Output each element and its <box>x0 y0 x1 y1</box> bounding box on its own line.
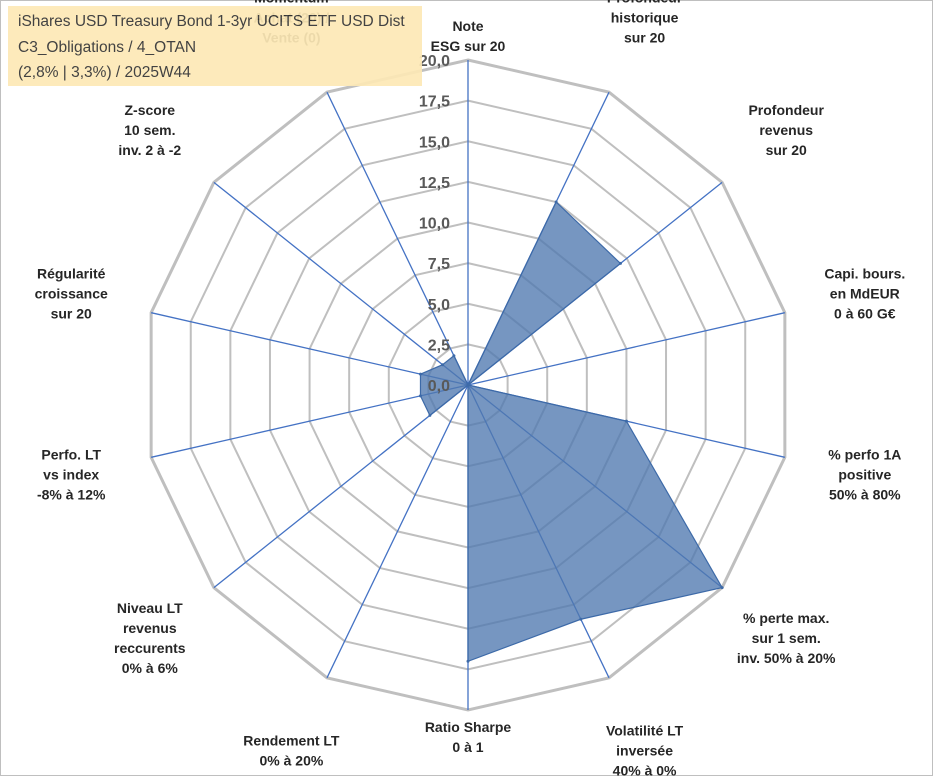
axis-label-12-line-1: 10 sem. <box>124 122 175 138</box>
axis-label-9-line-2: reccurents <box>114 640 186 656</box>
axis-label-6-line-1: inversée <box>616 743 673 759</box>
series-point-4 <box>624 419 628 423</box>
axis-label-10-line-0: Perfo. LT <box>41 447 101 463</box>
series-point-9 <box>428 413 432 417</box>
axis-label-4: % perfo 1A positive 50% à 80% <box>828 447 901 503</box>
fund-info-box: iShares USD Treasury Bond 1-3yr UCITS ET… <box>8 6 422 86</box>
axis-label-4-line-0: % perfo 1A <box>828 447 901 463</box>
axis-label-5-line-1: sur 1 sem. <box>752 630 821 646</box>
axis-label-2-line-2: sur 20 <box>766 142 807 158</box>
series-point-2 <box>618 261 622 265</box>
series-point-12 <box>441 363 445 367</box>
axis-label-9-line-3: 0% à 6% <box>122 660 179 676</box>
tick-label-7: 17,5 <box>419 94 450 111</box>
tick-label-4: 10,0 <box>419 216 450 233</box>
axis-label-11-line-1: croissance <box>35 285 108 301</box>
axis-label-10-line-2: -8% à 12% <box>37 487 106 503</box>
tick-label-0: 0,0 <box>428 378 450 395</box>
spoke-11 <box>151 312 469 386</box>
tick-label-2: 5,0 <box>428 297 450 314</box>
axis-label-2-line-1: revenus <box>759 122 813 138</box>
axis-label-3: Capi. bours. en MdEUR 0 à 60 G€ <box>824 265 905 321</box>
spoke-9 <box>213 384 469 589</box>
axis-label-5: % perte max. sur 1 sem. inv. 50% à 20% <box>737 610 836 666</box>
axis-label-1-line-0: Profondeur <box>607 0 683 5</box>
axis-label-2-line-0: Profondeur <box>748 102 824 118</box>
series-point-8 <box>466 383 470 387</box>
axis-label-1-line-1: historique <box>611 9 679 25</box>
axis-label-5-line-0: % perte max. <box>743 610 829 626</box>
tick-label-5: 12,5 <box>419 175 450 192</box>
axis-label-6-line-2: 40% à 0% <box>613 763 677 776</box>
spoke-8 <box>326 384 469 679</box>
tick-label-layer: 0,0 2,5 5,0 7,5 10,0 12,5 15,0 17,5 20,0 <box>419 53 450 395</box>
axis-label-11: Régularité croissance sur 20 <box>35 265 108 321</box>
axis-label-12: Z-score 10 sem. inv. 2 à -2 <box>118 102 181 158</box>
axis-label-3-line-2: 0 à 60 G€ <box>834 305 896 321</box>
axis-label-12-line-2: inv. 2 à -2 <box>118 142 181 158</box>
axis-label-5-line-2: inv. 50% à 20% <box>737 650 836 666</box>
axis-label-1: Profondeur historique sur 20 <box>607 0 683 45</box>
axis-label-9: Niveau LT revenus reccurents 0% à 6% <box>114 600 186 676</box>
tick-label-3: 7,5 <box>428 256 450 273</box>
series-point-13 <box>452 354 456 358</box>
spoke-3 <box>467 312 785 386</box>
series-layer <box>418 200 724 663</box>
axis-label-4-line-2: 50% à 80% <box>829 487 901 503</box>
series-point-6 <box>579 617 583 621</box>
series-point-7 <box>466 659 470 663</box>
axis-label-13-line-0: Momentum <box>254 0 329 5</box>
axis-label-9-line-1: revenus <box>123 620 177 636</box>
series-point-1 <box>554 200 558 204</box>
axis-label-9-line-0: Niveau LT <box>117 600 183 616</box>
series-point-11 <box>418 372 422 376</box>
axis-label-8-line-1: 0% à 20% <box>259 753 323 769</box>
axis-label-4-line-1: positive <box>838 467 891 483</box>
tick-label-8: 20,0 <box>419 53 450 70</box>
axis-label-2: Profondeur revenus sur 20 <box>748 102 824 158</box>
spoke-10 <box>151 384 469 458</box>
tick-label-6: 15,0 <box>419 134 450 151</box>
axis-label-7: Ratio Sharpe 0 à 1 <box>425 719 512 755</box>
axis-label-8: Rendement LT 0% à 20% <box>243 733 340 769</box>
fund-name: iShares USD Treasury Bond 1-3yr UCITS ET… <box>18 13 405 30</box>
axis-label-3-line-1: en MdEUR <box>830 285 900 301</box>
axis-label-6: Volatilité LT inversée 40% à 0% <box>606 723 684 776</box>
spoke-12 <box>213 181 469 386</box>
axis-label-8-line-0: Rendement LT <box>243 733 340 749</box>
axis-label-10-line-1: vs index <box>43 467 99 483</box>
axis-label-layer: Note ESG sur 20 Profondeur historique sur 20… <box>35 0 906 776</box>
fund-category: C3_Obligations / 4_OTAN <box>18 39 197 56</box>
axis-label-10: Perfo. LT vs index -8% à 12% <box>37 447 106 503</box>
series-point-10 <box>418 394 422 398</box>
axis-label-12-line-0: Z-score <box>125 102 176 118</box>
axis-label-6-line-0: Volatilité LT <box>606 723 684 739</box>
axis-label-7-line-0: Ratio Sharpe <box>425 719 512 735</box>
fund-stats: (2,8% | 3,3%) / 2025W44 <box>18 64 191 81</box>
axis-label-3-line-0: Capi. bours. <box>824 265 905 281</box>
axis-label-7-line-1: 0 à 1 <box>452 739 483 755</box>
series-point-5 <box>720 586 724 590</box>
axis-label-0: Note ESG sur 20 <box>431 18 506 54</box>
spoke-13 <box>326 91 469 386</box>
axis-label-0-line-0: Note <box>452 18 483 34</box>
axis-label-11-line-2: sur 20 <box>51 305 92 321</box>
axis-label-1-line-2: sur 20 <box>624 29 665 45</box>
axis-label-11-line-0: Régularité <box>37 265 106 281</box>
tick-label-1: 2,5 <box>428 337 450 354</box>
axis-label-0-line-1: ESG sur 20 <box>431 38 506 54</box>
